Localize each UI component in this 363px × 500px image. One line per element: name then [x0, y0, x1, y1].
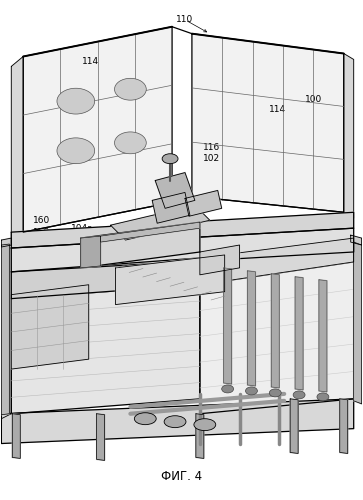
Polygon shape [271, 274, 279, 388]
Polygon shape [200, 262, 354, 414]
Polygon shape [224, 268, 232, 384]
Text: 150: 150 [236, 386, 253, 396]
Polygon shape [354, 242, 362, 404]
Polygon shape [101, 222, 200, 242]
Ellipse shape [164, 416, 186, 428]
Ellipse shape [194, 418, 216, 430]
Text: 160: 160 [32, 216, 50, 224]
Polygon shape [290, 399, 298, 454]
Polygon shape [11, 228, 354, 272]
Polygon shape [11, 284, 89, 369]
Polygon shape [192, 34, 344, 212]
Text: 104b: 104b [180, 232, 203, 240]
Polygon shape [344, 54, 354, 218]
Ellipse shape [57, 88, 95, 114]
Text: 114: 114 [269, 104, 286, 114]
Polygon shape [11, 258, 200, 298]
Ellipse shape [269, 389, 281, 397]
Polygon shape [1, 399, 354, 444]
Polygon shape [196, 414, 204, 459]
Text: 158: 158 [289, 230, 306, 238]
Text: 110: 110 [176, 16, 193, 24]
Ellipse shape [114, 132, 146, 154]
Ellipse shape [293, 391, 305, 399]
Polygon shape [354, 262, 362, 404]
Polygon shape [351, 235, 362, 245]
Ellipse shape [134, 412, 156, 424]
Polygon shape [319, 280, 327, 392]
Ellipse shape [57, 138, 95, 164]
Polygon shape [97, 414, 105, 461]
Polygon shape [81, 222, 200, 268]
Text: 128: 128 [33, 240, 50, 248]
Polygon shape [185, 190, 222, 216]
Polygon shape [248, 271, 256, 386]
Polygon shape [1, 248, 11, 418]
Text: 104a: 104a [72, 224, 94, 232]
Polygon shape [340, 399, 348, 454]
Text: 158: 158 [32, 228, 50, 236]
Ellipse shape [162, 154, 178, 164]
Text: 145: 145 [33, 321, 50, 330]
Text: 140: 140 [108, 274, 125, 282]
Text: 102: 102 [203, 154, 220, 163]
Text: 145: 145 [150, 384, 167, 394]
Text: 116: 116 [203, 144, 220, 152]
Polygon shape [200, 245, 240, 275]
Polygon shape [111, 206, 210, 240]
Polygon shape [12, 414, 20, 459]
Polygon shape [1, 244, 9, 414]
Text: 132: 132 [122, 366, 139, 376]
Polygon shape [295, 277, 303, 390]
Polygon shape [23, 26, 172, 232]
Ellipse shape [245, 387, 257, 395]
Polygon shape [155, 172, 195, 208]
Polygon shape [11, 56, 23, 242]
Text: 106: 106 [100, 254, 117, 262]
Text: 132: 132 [110, 352, 127, 362]
Polygon shape [200, 238, 354, 284]
Text: 158: 158 [263, 394, 280, 404]
Text: ФИГ. 4: ФИГ. 4 [161, 470, 202, 483]
Polygon shape [152, 192, 190, 223]
Polygon shape [115, 255, 225, 304]
Text: 160: 160 [289, 218, 306, 226]
Text: 136: 136 [186, 258, 204, 266]
Ellipse shape [222, 385, 234, 393]
Text: 138: 138 [147, 328, 164, 337]
Text: 146: 146 [155, 396, 172, 406]
Ellipse shape [317, 393, 329, 401]
Polygon shape [11, 212, 354, 248]
Ellipse shape [114, 78, 146, 100]
Text: 126: 126 [33, 290, 50, 299]
Polygon shape [11, 284, 200, 414]
Text: 100: 100 [305, 94, 323, 104]
Text: 146: 146 [33, 303, 50, 312]
Polygon shape [81, 236, 101, 268]
Text: 114: 114 [82, 57, 99, 66]
Text: 136: 136 [186, 258, 204, 266]
Polygon shape [1, 238, 11, 247]
